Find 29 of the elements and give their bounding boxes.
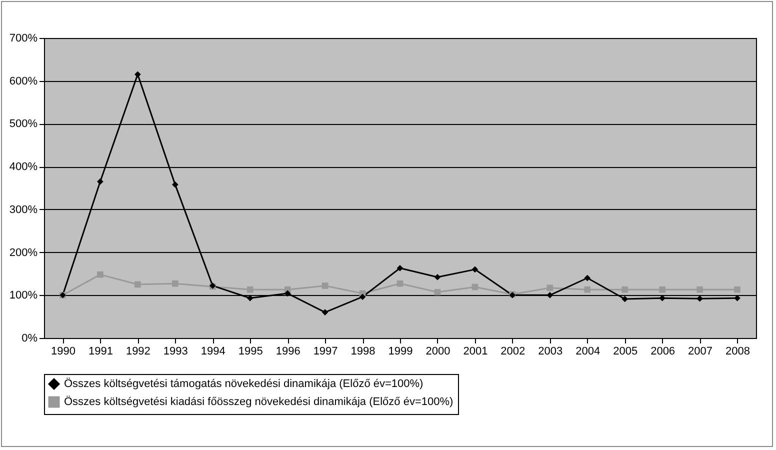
- x-tick-label: 2004: [576, 346, 600, 358]
- y-tick-label: 300%: [9, 204, 38, 216]
- x-tick-label: 1995: [238, 346, 263, 358]
- y-tick-label: 700%: [9, 32, 38, 44]
- legend-label: Összes költségvetési kiadási főösszeg növekedési dinamikája (Előző év=100%): [64, 395, 454, 408]
- x-tick-label: 1998: [350, 346, 376, 358]
- x-tick-label: 1996: [276, 346, 300, 358]
- y-tick-label: 0%: [22, 332, 38, 344]
- x-tick-label: 1991: [88, 346, 113, 358]
- x-tick-label: 2003: [538, 346, 563, 358]
- x-tick-label: 1992: [126, 346, 150, 358]
- x-tick-label: 1990: [50, 346, 76, 358]
- x-tick-label: 2005: [613, 346, 638, 358]
- x-tick-label: 2000: [426, 346, 450, 358]
- x-tick-label: 2001: [463, 346, 488, 358]
- y-tick-label: 400%: [9, 161, 38, 174]
- x-tick-label: 2002: [500, 346, 526, 358]
- x-tick-label: 1993: [163, 346, 188, 358]
- x-tick-label: 1994: [200, 346, 226, 358]
- x-tick-label: 1997: [313, 346, 338, 358]
- x-tick-label: 2006: [650, 346, 676, 358]
- x-tick-label: 1999: [388, 346, 413, 358]
- y-tick-label: 500%: [9, 118, 38, 130]
- x-tick-label: 2008: [726, 346, 750, 358]
- y-tick-label: 100%: [9, 290, 38, 302]
- y-tick-label: 600%: [9, 75, 38, 88]
- y-tick-label: 200%: [9, 246, 38, 259]
- legend-label: Összes költségvetési támogatás növekedési dinamikája (Előző év=100%): [64, 377, 424, 390]
- x-tick-label: 2007: [688, 346, 713, 358]
